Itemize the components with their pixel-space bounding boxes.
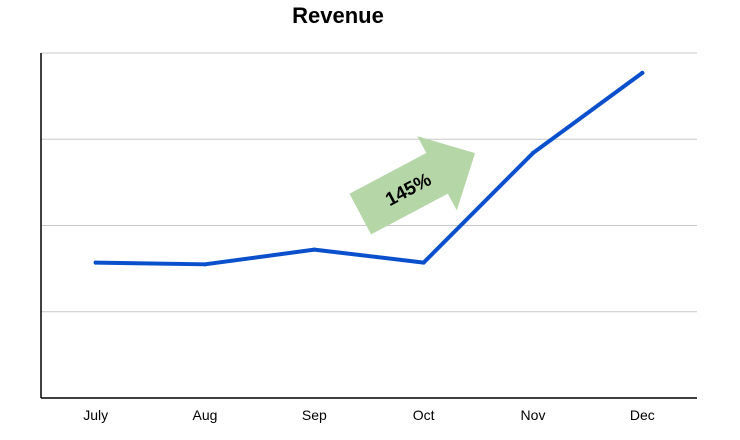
- data-point: [640, 70, 645, 75]
- x-tick-label: Nov: [521, 407, 546, 423]
- arrow-icon: [349, 136, 476, 235]
- x-tick-label: Dec: [630, 407, 655, 423]
- x-tick-label: Oct: [413, 407, 435, 423]
- data-point: [93, 260, 98, 265]
- x-tick-label: Aug: [193, 407, 218, 423]
- growth-arrow-annotation: 145%: [349, 136, 476, 235]
- data-point: [421, 260, 426, 265]
- data-point: [531, 151, 535, 156]
- x-tick-label: July: [83, 407, 108, 423]
- chart-title: Revenue: [292, 3, 384, 28]
- series-line: [93, 70, 645, 267]
- data-point: [203, 262, 207, 267]
- data-point: [312, 247, 317, 252]
- x-tick-label: Sep: [302, 407, 327, 423]
